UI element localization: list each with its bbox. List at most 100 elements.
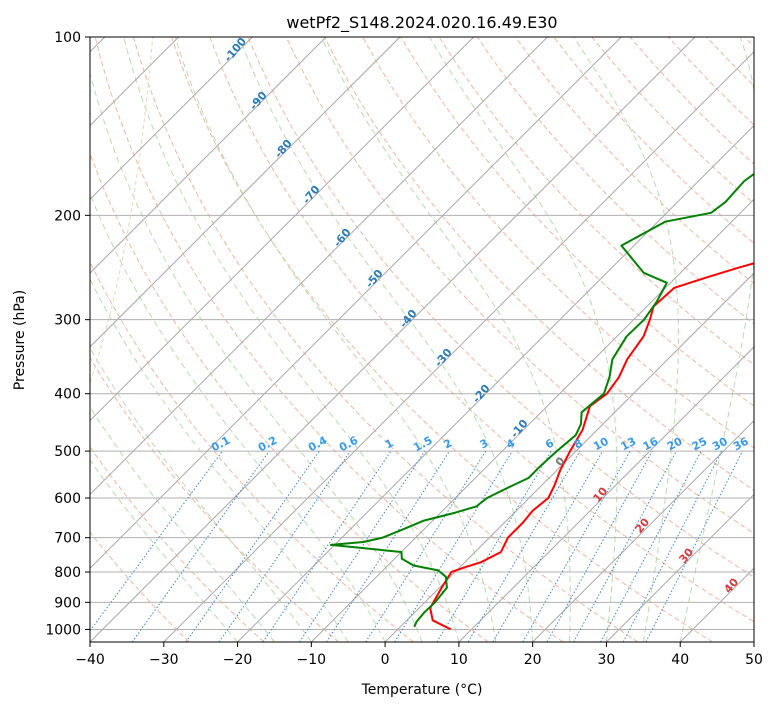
dry-adiabat [132,37,639,642]
x-axis-label: Temperature (°C) [361,682,483,698]
mixing-ratio-line [326,450,450,642]
mixing-ratio-label: 13 [619,435,639,454]
isotherm [753,641,754,642]
moist-adiabat-label: 20 [632,515,652,535]
moist-adiabat [90,347,312,642]
moist-adiabat [90,278,349,642]
dry-adiabat [209,37,754,623]
y-tick-label: 400 [54,387,81,403]
x-tick-label: −30 [149,652,179,668]
mixing-ratio-label: 30 [710,435,730,454]
moist-adiabat-label: 40 [721,575,741,595]
mixing-ratio-label: 6 [543,436,556,451]
moist-adiabat [238,37,534,642]
y-tick-label: 500 [54,444,81,460]
isotherm [90,37,475,422]
isotherm [90,37,327,274]
moist-adiabat [123,37,460,642]
dry-adiabat-label: 0 [553,454,568,468]
plot-frame [89,36,755,643]
mixing-ratio-line [299,450,426,642]
mixing-ratio-line [573,450,677,642]
mixing-ratio-line [262,450,392,642]
dry-adiabat [744,37,754,47]
x-tick-label: 50 [745,652,763,668]
dry-adiabat [515,37,754,285]
mixing-ratio-line [622,450,723,642]
isotherm [237,124,754,642]
y-tick-label: 1000 [45,622,81,638]
y-tick-label: 100 [54,30,81,46]
mixing-ratio-line [645,450,743,642]
dry-adiabat [90,531,190,642]
isotherm [606,493,754,642]
isotherm [458,346,754,642]
mixing-ratio-line [185,450,320,642]
isotherm [90,37,622,569]
dry-adiabat-label: -90 [247,89,270,113]
dry-adiabat [629,37,754,165]
dry-adiabat-label: -50 [363,267,386,291]
moist-adiabat [429,37,618,642]
isotherm [163,51,754,642]
chart-title: wetPf2_S148.2024.020.16.49.E30 [286,13,557,33]
dry-adiabat-label: -20 [470,382,493,406]
dry-adiabat-label: -100 [221,35,249,65]
temperature-line [429,262,754,631]
dry-adiabat [362,37,754,449]
mixing-ratio-line [522,450,631,642]
mixing-ratio-label: 10 [591,435,611,454]
dry-adiabat-label: -30 [432,346,455,370]
mixing-ratio-line [394,450,513,642]
moist-adiabat [90,459,238,642]
y-tick-label: 800 [54,565,81,581]
moist-adiabat [174,37,497,642]
moist-adiabat [90,406,275,642]
dry-adiabat-label: -40 [397,307,420,331]
moist-adiabat [90,192,386,642]
moist-adiabat [320,37,571,642]
x-tick-label: 30 [598,652,616,668]
isotherm [384,272,754,642]
mixing-ratio-line [131,450,270,642]
mixing-ratio-line [90,450,223,632]
mixing-ratio-label: 2 [441,436,454,451]
isotherm [90,37,401,348]
background-lines [0,37,754,642]
moist-adiabat-label: 30 [676,545,696,565]
y-tick-label: 700 [54,531,81,547]
dry-adiabat [90,446,265,642]
mixing-ratio-label: 1 [383,436,396,451]
mixing-ratio-label: 25 [690,435,710,454]
mixing-ratio-label: 16 [641,435,661,454]
dry-adiabat [171,37,713,642]
moist-adiabat [679,37,754,642]
x-tick-label: −40 [75,652,105,668]
moist-adiabat [90,71,423,642]
sounding-series [329,172,754,631]
isotherm [90,37,696,642]
dry-adiabat [90,152,489,642]
theta-e-curve [0,37,5,642]
mixing-ratio-line [365,450,487,642]
y-tick-label: 300 [54,313,81,329]
dry-adiabat [90,260,414,642]
x-tick-label: 20 [524,652,542,668]
dry-adiabat [323,37,754,491]
moist-adiabat-label: 10 [590,484,610,504]
x-axis: −40 −30 −20 −10 0 10 20 30 40 50 [75,642,763,668]
mixing-ratio-label: 20 [665,435,685,454]
dry-adiabat [438,37,754,366]
y-tick-label: 900 [54,595,81,611]
mixing-ratio-label: 36 [731,435,751,454]
dry-adiabat-label: -80 [272,137,295,161]
dry-adiabat [94,37,564,642]
isotherm [90,37,253,201]
mixing-ratio-line [600,450,702,642]
isotherm [310,198,754,642]
isotherm [90,37,548,496]
y-axis-label: Pressure (hPa) [12,290,28,390]
mixing-ratio-line [218,450,351,642]
moist-adiabat [573,37,679,642]
